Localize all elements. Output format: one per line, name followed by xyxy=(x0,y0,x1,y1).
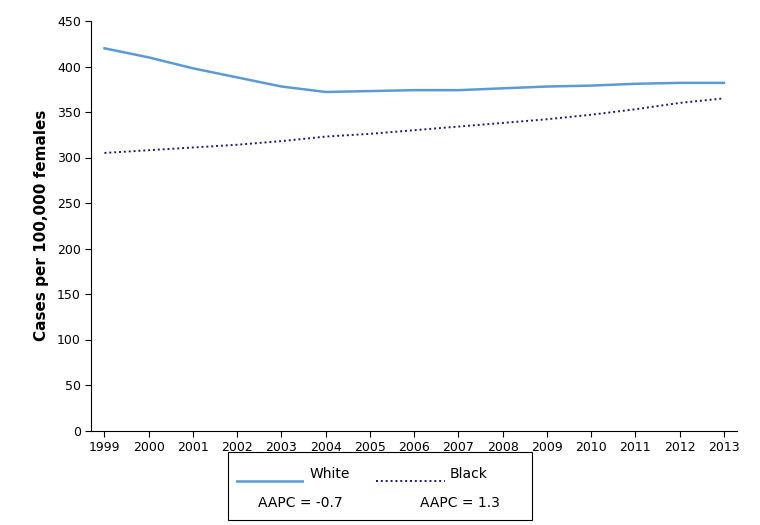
Text: AAPC = -0.7: AAPC = -0.7 xyxy=(258,496,343,510)
Text: AAPC = 1.3: AAPC = 1.3 xyxy=(420,496,500,510)
Text: White: White xyxy=(309,467,350,480)
Y-axis label: Cases per 100,000 females: Cases per 100,000 females xyxy=(33,110,49,341)
X-axis label: Year of Diagnosis: Year of Diagnosis xyxy=(340,462,489,477)
Text: Black: Black xyxy=(450,467,488,480)
